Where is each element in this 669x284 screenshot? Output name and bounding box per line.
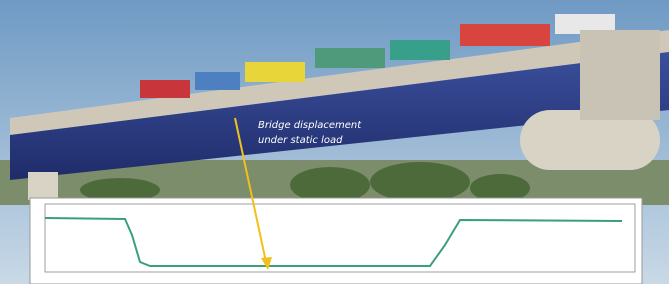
annotation-line: Bridge displacement xyxy=(258,120,362,131)
annotation-line: under static load xyxy=(258,135,343,146)
photo: Bridge displacement under static load xyxy=(0,0,669,284)
page: {"annotation": {"lines": ["Bridge displa… xyxy=(0,0,669,284)
abutment xyxy=(580,30,660,120)
pier xyxy=(28,172,58,200)
